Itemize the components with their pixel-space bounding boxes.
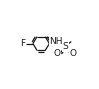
Text: NH: NH xyxy=(50,37,63,46)
Text: O: O xyxy=(70,49,77,58)
Text: S: S xyxy=(62,42,68,51)
Text: F: F xyxy=(20,39,25,48)
Text: O: O xyxy=(53,49,60,58)
